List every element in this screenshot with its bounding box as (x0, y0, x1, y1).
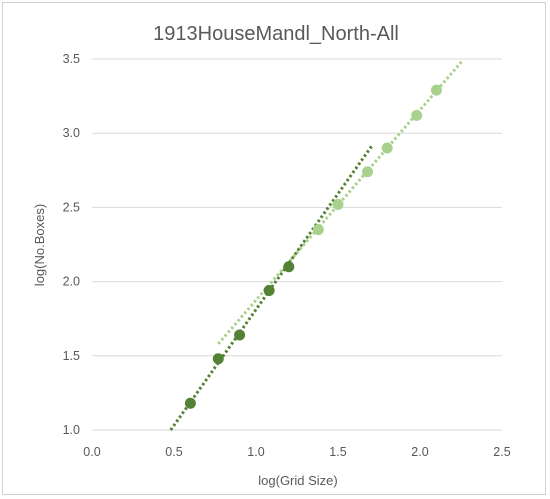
chart-frame (2, 2, 546, 495)
data-point-series-2 (332, 198, 344, 210)
y-axis-label: log(No.Boxes) (32, 204, 47, 286)
data-point-series-1 (184, 397, 196, 409)
data-point-series-2 (381, 142, 393, 154)
x-tick-label: 1.5 (329, 445, 346, 459)
trendline-series-1 (169, 144, 374, 431)
data-point-series-1 (234, 329, 246, 341)
x-tick-label: 1.0 (247, 445, 264, 459)
y-tick-label: 1.0 (63, 423, 80, 437)
data-point-series-1 (283, 261, 295, 273)
x-tick-label: 0.0 (83, 445, 100, 459)
data-point-series-2 (362, 166, 374, 178)
data-point-series-1 (263, 285, 275, 297)
gridlines (92, 58, 502, 431)
x-tick-label: 2.0 (411, 445, 428, 459)
chart-title: 1913HouseMandl_North-All (153, 23, 399, 45)
data-points (184, 84, 442, 409)
y-tick-label: 2.0 (63, 275, 80, 289)
x-tick-label: 2.5 (493, 445, 510, 459)
data-point-series-2 (312, 224, 324, 236)
y-tick-label: 1.5 (63, 349, 80, 363)
y-tick-label: 2.5 (63, 200, 80, 214)
data-point-series-1 (212, 353, 224, 365)
y-tick-label: 3.5 (63, 52, 80, 66)
x-axis-label: log(Grid Size) (258, 473, 337, 488)
data-point-series-2 (430, 84, 442, 96)
data-point-series-2 (411, 109, 423, 121)
y-tick-labels: 1.0 1.5 2.0 2.5 3.0 3.5 (63, 52, 80, 437)
y-tick-label: 3.0 (63, 126, 80, 140)
x-tick-labels: 0.0 0.5 1.0 1.5 2.0 2.5 (83, 445, 510, 459)
x-tick-label: 0.5 (165, 445, 182, 459)
